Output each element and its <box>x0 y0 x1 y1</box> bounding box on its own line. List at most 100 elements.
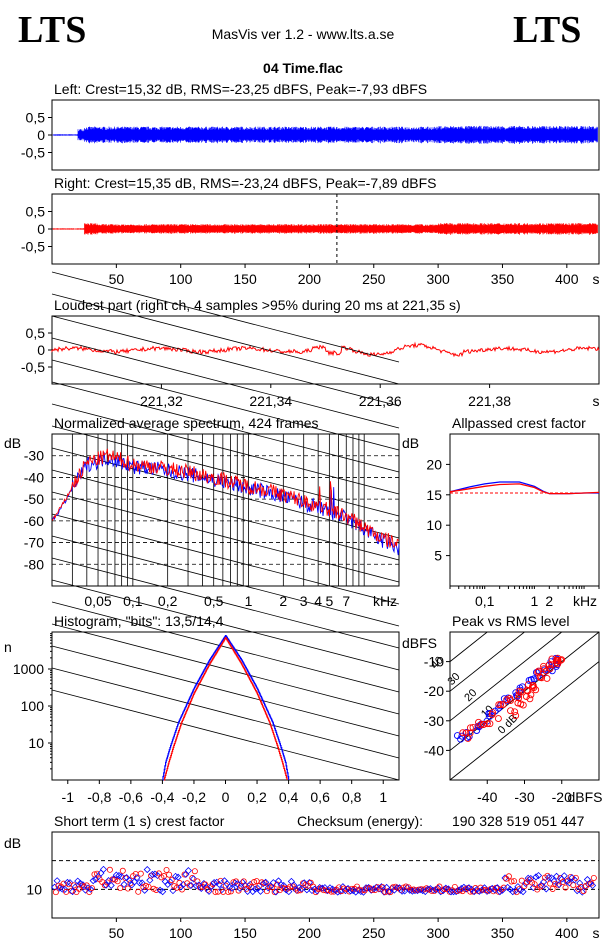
y-tick-label: -50 <box>24 491 44 507</box>
scatter-point-red <box>530 684 538 692</box>
y-tick-label: 1000 <box>13 661 44 677</box>
x-unit-label: s <box>593 271 600 287</box>
crest-point-left <box>53 877 61 885</box>
grid-line-diagonal <box>51 689 400 781</box>
lts-logo-right: LTS <box>513 9 582 51</box>
crest-point-right <box>217 877 224 884</box>
x-tick-label: 1 <box>245 593 253 609</box>
crest-point-left <box>542 885 550 893</box>
crest-point-right <box>145 883 152 890</box>
crest-point-left <box>534 871 543 880</box>
crest-point-left <box>102 881 110 889</box>
crest-line <box>450 632 488 662</box>
x-tick-label: -0,8 <box>87 789 111 805</box>
grid-line-diagonal <box>51 337 400 429</box>
x-tick-label: 3 <box>300 593 308 609</box>
x-tick-label: 250 <box>362 271 386 287</box>
crest-point-left <box>259 880 267 888</box>
crest-point-right <box>235 887 242 894</box>
grid-line-diagonal <box>51 623 400 715</box>
x-tick-label: 221,34 <box>249 393 292 409</box>
scatter-point-red <box>519 701 527 709</box>
panel-title: Left: Crest=15,32 dB, RMS=-23,25 dBFS, P… <box>54 81 427 97</box>
y-tick-label: -20 <box>424 683 444 699</box>
crest-point-left <box>269 879 277 887</box>
x-tick-label: 0,4 <box>279 789 299 805</box>
crest-point-left <box>184 867 192 875</box>
crest-point-left <box>527 874 535 883</box>
crest-point-left <box>334 888 342 896</box>
y-tick-label: -0,5 <box>21 145 45 161</box>
scatter-point-red <box>494 715 502 723</box>
x-tick-label: 0,5 <box>204 593 224 609</box>
crest-point-left <box>439 886 447 895</box>
crest-point-right <box>142 882 149 889</box>
grid-line-diagonal <box>51 315 400 407</box>
scatter-point-red <box>517 688 525 696</box>
crest-point-left <box>179 881 187 889</box>
crest-line-label: 20 <box>462 687 479 704</box>
crest-point-left <box>290 881 298 889</box>
crest-line-group <box>450 632 599 780</box>
crest-point-right <box>500 884 507 891</box>
crest-point-right <box>163 866 170 873</box>
crest-point-left <box>573 887 581 895</box>
crest-point-right <box>274 881 281 888</box>
grid-line-diagonal <box>51 271 400 363</box>
crest-point-left <box>552 872 561 880</box>
crest-point-left <box>588 881 597 890</box>
chart-left-waveform: Left: Crest=15,32 dB, RMS=-23,25 dBFS, P… <box>21 81 600 171</box>
scatter-point-red <box>522 693 530 700</box>
panel-title: Peak vs RMS level <box>452 613 569 629</box>
x-unit-label: s <box>593 393 600 409</box>
scatter-point-red <box>469 723 477 731</box>
scatter-point-red <box>545 661 553 669</box>
crest-point-right <box>508 878 515 885</box>
x-tick-label: 0,1 <box>475 593 495 609</box>
scatter-point-red <box>558 656 566 664</box>
crest-point-left <box>141 886 149 894</box>
crest-point-right <box>511 878 518 885</box>
crest-point-left <box>210 879 218 887</box>
panel-title: Right: Crest=15,35 dB, RMS=-23,24 dBFS, … <box>54 175 436 191</box>
crest-point-right <box>52 889 59 896</box>
crest-point-right <box>124 885 131 892</box>
scatter-point-red <box>526 695 534 703</box>
crest-line <box>450 661 599 780</box>
x-tick-label: 7 <box>342 593 350 609</box>
crest-point-left <box>272 888 280 896</box>
y-tick-label: -0,5 <box>21 239 45 255</box>
x-tick-label: -20 <box>552 789 572 805</box>
lts-logo-left: LTS <box>18 9 87 51</box>
crest-point-left <box>192 882 200 890</box>
crest-point-left <box>491 886 499 894</box>
x-tick-label: -1 <box>62 789 75 805</box>
crest-point-left <box>264 884 272 892</box>
crest-point-left <box>367 886 375 894</box>
crest-point-left <box>135 879 144 887</box>
crest-point-right <box>88 885 95 892</box>
crest-point-left <box>285 888 293 896</box>
crest-point-left <box>413 886 422 895</box>
crest-point-left <box>107 881 115 890</box>
checksum-label: Checksum (energy): <box>297 813 423 829</box>
histogram-series-red <box>164 637 288 781</box>
y-axis-label: dBFS <box>402 635 437 651</box>
crest-point-right <box>212 889 219 896</box>
crest-point-left <box>452 888 460 896</box>
crest-point-left <box>380 888 388 896</box>
grid-line-diagonal <box>51 667 400 759</box>
x-tick-label: 0,1 <box>123 593 143 609</box>
crest-point-right <box>106 866 113 873</box>
crest-point-left <box>143 866 151 874</box>
crest-point-right <box>505 873 512 880</box>
x-tick-label: 150 <box>233 925 257 941</box>
plot-frame <box>449 631 600 781</box>
crest-point-left <box>148 870 156 878</box>
crest-point-left <box>166 878 174 886</box>
crest-point-right <box>166 871 173 878</box>
crest-point-right <box>173 884 180 891</box>
y-axis-label: n <box>4 639 12 655</box>
chart-loudest-part: Loudest part (right ch, 4 samples >95% d… <box>21 297 600 409</box>
crest-point-right <box>251 879 258 886</box>
